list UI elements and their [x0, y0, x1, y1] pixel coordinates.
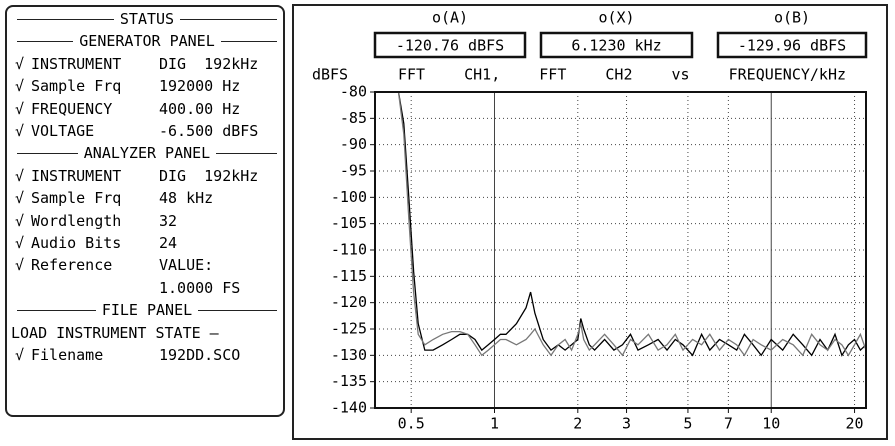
check: √ — [15, 99, 25, 118]
check: √ — [15, 54, 25, 73]
x-tick-label: 2 — [573, 415, 582, 433]
check: √ — [15, 166, 25, 185]
x-tick-label: 5 — [683, 415, 692, 433]
y-tick-label: -100 — [331, 188, 367, 206]
row-label: Filename — [31, 346, 104, 364]
x-tick-label: 10 — [762, 415, 780, 433]
row-label: Sample Frq — [31, 77, 122, 96]
y-tick-label: -120 — [331, 293, 367, 311]
y-tick-label: -105 — [331, 214, 367, 232]
row-value: 400.00 Hz — [159, 99, 241, 118]
y-tick-label: -135 — [331, 372, 367, 390]
row-label: Audio Bits — [31, 234, 122, 252]
y-tick-label: -90 — [340, 135, 367, 153]
check: √ — [15, 122, 25, 140]
chart-frame — [292, 4, 888, 440]
readout-box — [373, 31, 527, 59]
row-value: DIG 192kHz — [159, 54, 259, 73]
row-label: INSTRUMENT — [31, 166, 122, 185]
row-value: 192000 Hz — [159, 77, 241, 96]
y-tick-label: -115 — [331, 267, 367, 285]
row-value: 24 — [159, 234, 178, 252]
x-tick-label: 3 — [622, 415, 631, 433]
y-tick-label: -140 — [331, 399, 367, 417]
section-heading: FILE PANEL — [11, 300, 283, 320]
x-tick-label: 1 — [490, 415, 499, 433]
check: √ — [15, 77, 25, 96]
check: √ — [15, 211, 25, 230]
readout-box — [539, 31, 694, 59]
row-value: 48 kHz — [159, 189, 214, 208]
row-label: VOLTAGE — [31, 122, 95, 140]
readout-label: o(A) — [432, 9, 468, 27]
chart-title: FFT CH1, FFT CH2 vs FREQUENCY/kHz — [398, 66, 846, 84]
subheading: LOAD INSTRUMENT STATE — — [11, 323, 219, 342]
readout-value: -129.96 dBFS — [738, 37, 846, 55]
y-tick-label: -130 — [331, 346, 367, 364]
row-value: DIG 192kHz — [159, 166, 259, 185]
y-axis-label: dBFS — [312, 66, 348, 84]
check: √ — [15, 346, 25, 364]
row-label: INSTRUMENT — [31, 54, 122, 73]
row-value: VALUE: — [159, 256, 214, 275]
y-tick-label: -125 — [331, 320, 367, 338]
y-tick-label: -80 — [340, 83, 367, 101]
y-tick-label: -85 — [340, 109, 367, 127]
readout-value: 6.1230 kHz — [571, 37, 661, 55]
row-label: Wordlength — [31, 211, 122, 230]
section-heading: GENERATOR PANEL — [11, 31, 283, 51]
y-tick-label: -95 — [340, 162, 367, 180]
status-title: STATUS — [11, 9, 283, 29]
row-label: Reference — [31, 256, 113, 275]
check: √ — [15, 256, 25, 275]
series-line — [397, 91, 867, 357]
check: √ — [15, 234, 25, 252]
readout-value: -120.76 dBFS — [396, 37, 504, 55]
plot-frame — [374, 91, 867, 409]
readout-label: o(B) — [774, 9, 810, 27]
row-label: Sample Frq — [31, 189, 122, 208]
status-panel: STATUS GENERATOR PANEL √ INSTRUMENT DIG 192k… — [5, 5, 285, 417]
row-value: 32 — [159, 211, 178, 230]
row-value: 1.0000 FS — [159, 278, 241, 297]
series-line — [397, 91, 867, 357]
row-value: 192DD.SCO — [159, 346, 241, 364]
readout-box — [716, 31, 868, 59]
x-tick-label: 0.5 — [398, 415, 425, 433]
y-tick-label: -110 — [331, 241, 367, 259]
x-tick-label: 20 — [846, 415, 864, 433]
section-heading: ANALYZER PANEL — [11, 143, 283, 163]
row-value: -6.500 dBFS — [159, 122, 259, 140]
check: √ — [15, 189, 25, 208]
row-label: FREQUENCY — [31, 99, 113, 118]
x-tick-label: 7 — [724, 415, 733, 433]
readout-label: o(X) — [598, 9, 634, 27]
